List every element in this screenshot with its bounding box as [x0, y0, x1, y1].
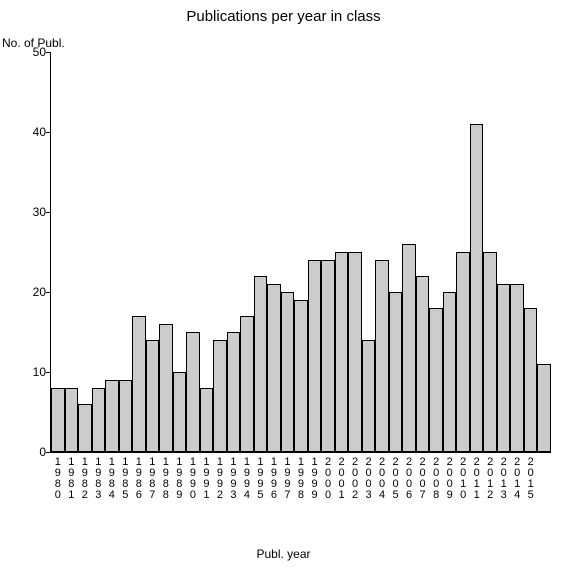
- bar: [105, 380, 119, 452]
- x-tick-label: 1983: [92, 457, 106, 501]
- x-tick-label: 2004: [375, 457, 389, 501]
- bar: [375, 260, 389, 452]
- bar: [537, 364, 551, 452]
- bar: [321, 260, 335, 452]
- x-tick-label: 2010: [456, 457, 470, 501]
- y-tick-mark: [46, 372, 51, 373]
- x-tick-label: 1989: [173, 457, 187, 501]
- x-tick-label: 1995: [254, 457, 268, 501]
- bar: [510, 284, 524, 452]
- x-tick-label: 2003: [362, 457, 376, 501]
- bar: [348, 252, 362, 452]
- x-tick-label: 2013: [497, 457, 511, 501]
- x-tick-label: 1991: [200, 457, 214, 501]
- x-axis-label: Publ. year: [0, 547, 567, 561]
- bar: [294, 300, 308, 452]
- x-tick-label: 1984: [105, 457, 119, 501]
- bar: [497, 284, 511, 452]
- x-tick-label: 2005: [389, 457, 403, 501]
- y-tick-mark: [46, 132, 51, 133]
- bar: [362, 340, 376, 452]
- x-tick-label: 1996: [267, 457, 281, 501]
- bar: [213, 340, 227, 452]
- x-tick-label: 1987: [146, 457, 160, 501]
- y-tick-mark: [46, 452, 51, 453]
- x-tick-label: 1999: [308, 457, 322, 501]
- y-tick-label: 0: [16, 445, 46, 459]
- y-tick-mark: [46, 292, 51, 293]
- bar: [65, 388, 79, 452]
- x-tick-label: 1986: [132, 457, 146, 501]
- y-tick-mark: [46, 52, 51, 53]
- bar: [308, 260, 322, 452]
- bar: [159, 324, 173, 452]
- chart-title: Publications per year in class: [0, 8, 567, 25]
- bar: [240, 316, 254, 452]
- x-tick-label: 1981: [65, 457, 79, 501]
- bar: [429, 308, 443, 452]
- bar: [186, 332, 200, 452]
- y-tick-label: 40: [16, 125, 46, 139]
- bar: [281, 292, 295, 452]
- x-tick-label: 1988: [159, 457, 173, 501]
- x-tick-label: 1980: [51, 457, 65, 501]
- x-tick-label: 2009: [443, 457, 457, 501]
- x-tick-label: 2006: [402, 457, 416, 501]
- x-tick-label: 1994: [240, 457, 254, 501]
- x-tick-label: 2002: [348, 457, 362, 501]
- plot-area: 0102030405019801981198219831984198519861…: [50, 52, 551, 453]
- y-tick-label: 10: [16, 365, 46, 379]
- bar: [78, 404, 92, 452]
- x-tick-label: 2014: [510, 457, 524, 501]
- x-tick-label: 1997: [281, 457, 295, 501]
- bar: [92, 388, 106, 452]
- x-tick-label: 2008: [429, 457, 443, 501]
- bar: [456, 252, 470, 452]
- bar: [335, 252, 349, 452]
- bar: [173, 372, 187, 452]
- x-tick-label: 2015: [524, 457, 538, 501]
- bar: [402, 244, 416, 452]
- bar: [389, 292, 403, 452]
- bar: [524, 308, 538, 452]
- x-tick-label: 1992: [213, 457, 227, 501]
- x-tick-label: 1985: [119, 457, 133, 501]
- bar: [132, 316, 146, 452]
- x-tick-label: 1990: [186, 457, 200, 501]
- bar: [119, 380, 133, 452]
- x-tick-label: 2011: [470, 457, 484, 501]
- x-tick-label: 1993: [227, 457, 241, 501]
- bar: [146, 340, 160, 452]
- y-tick-label: 30: [16, 205, 46, 219]
- bar: [483, 252, 497, 452]
- bar: [267, 284, 281, 452]
- bar: [51, 388, 65, 452]
- bar: [416, 276, 430, 452]
- x-tick-label: 2007: [416, 457, 430, 501]
- bar: [470, 124, 484, 452]
- x-tick-label: 2001: [335, 457, 349, 501]
- bar: [443, 292, 457, 452]
- y-tick-mark: [46, 212, 51, 213]
- y-tick-label: 20: [16, 285, 46, 299]
- x-tick-label: 1998: [294, 457, 308, 501]
- bar: [254, 276, 268, 452]
- chart-container: Publications per year in class No. of Pu…: [0, 0, 567, 567]
- y-tick-label: 50: [16, 45, 46, 59]
- x-tick-label: 2012: [483, 457, 497, 501]
- x-tick-label: 2000: [321, 457, 335, 501]
- bar: [200, 388, 214, 452]
- bar: [227, 332, 241, 452]
- x-tick-label: 1982: [78, 457, 92, 501]
